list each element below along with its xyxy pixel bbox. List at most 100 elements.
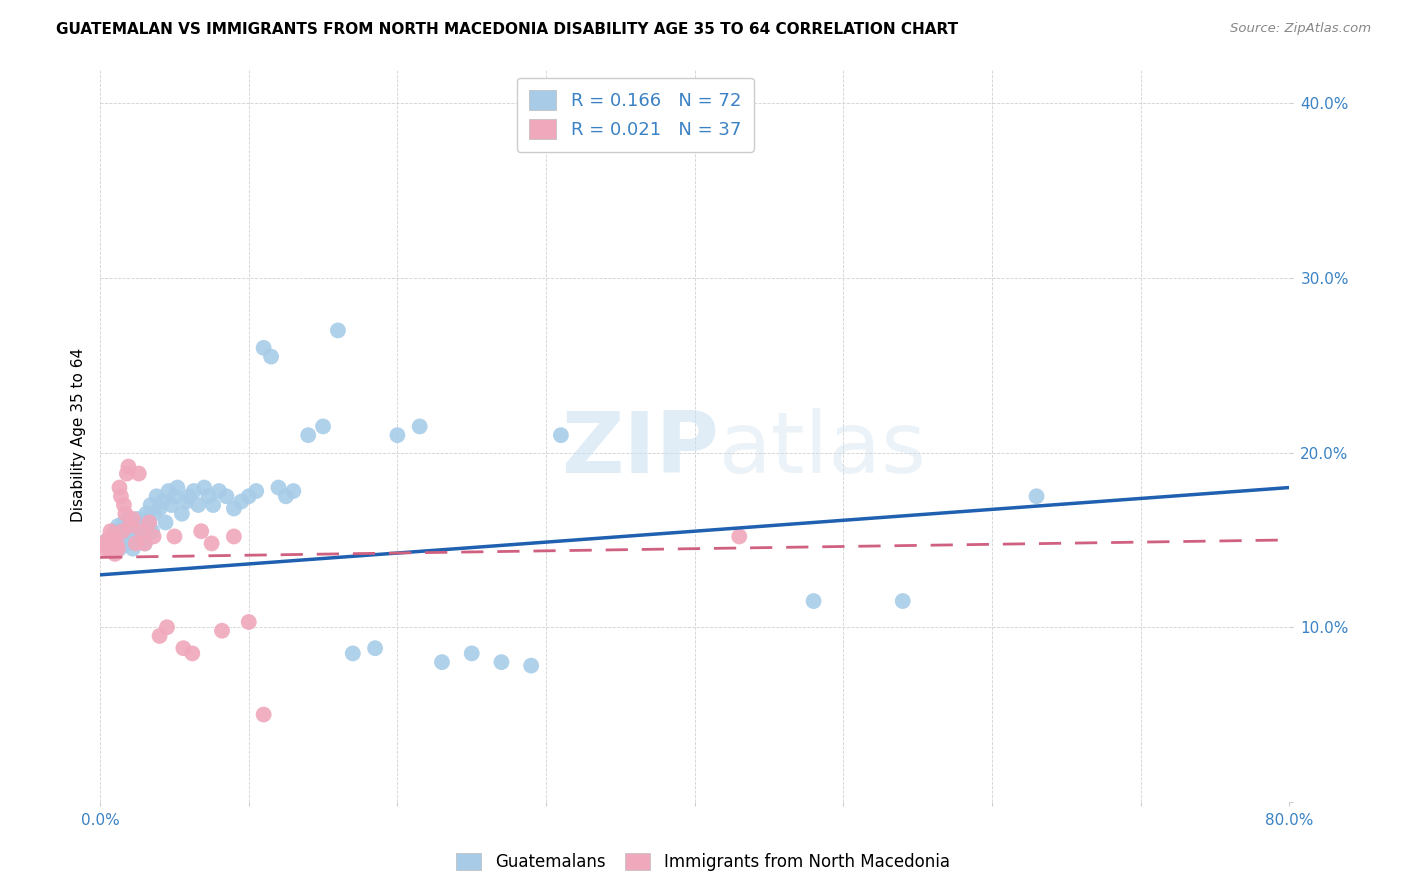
Text: ZIP: ZIP: [561, 409, 718, 491]
Point: [114, 507, 136, 521]
Point: [142, 507, 165, 521]
Point: [201, 536, 224, 550]
Point: [222, 501, 245, 516]
Point: [129, 519, 152, 533]
Point: [117, 512, 139, 526]
Point: [134, 536, 156, 550]
Point: [238, 489, 260, 503]
Point: [111, 533, 134, 547]
Point: [387, 428, 409, 442]
Point: [231, 494, 253, 508]
Point: [121, 541, 143, 556]
Point: [326, 323, 349, 337]
Point: [208, 483, 231, 498]
Point: [115, 467, 138, 481]
Point: [891, 594, 914, 608]
Legend: Guatemalans, Immigrants from North Macedonia: Guatemalans, Immigrants from North Maced…: [449, 845, 957, 880]
Point: [170, 507, 193, 521]
Point: [128, 467, 150, 481]
Point: [145, 489, 167, 503]
Point: [121, 512, 143, 526]
Point: [155, 516, 177, 530]
Point: [267, 481, 290, 495]
Point: [120, 519, 142, 533]
Point: [211, 624, 233, 638]
Point: [112, 498, 135, 512]
Point: [152, 494, 174, 508]
Point: [364, 641, 387, 656]
Point: [253, 341, 276, 355]
Point: [160, 498, 183, 512]
Point: [238, 615, 260, 629]
Point: [312, 419, 335, 434]
Point: [103, 529, 125, 543]
Point: [283, 483, 305, 498]
Point: [430, 655, 453, 669]
Point: [97, 533, 120, 547]
Point: [110, 524, 132, 539]
Point: [105, 536, 128, 550]
Point: [193, 481, 215, 495]
Point: [124, 524, 146, 539]
Point: [149, 501, 172, 516]
Point: [181, 647, 204, 661]
Legend: R = 0.166   N = 72, R = 0.021   N = 37: R = 0.166 N = 72, R = 0.021 N = 37: [516, 78, 754, 152]
Point: [94, 536, 117, 550]
Point: [190, 524, 212, 539]
Point: [125, 536, 148, 550]
Point: [461, 647, 484, 661]
Point: [520, 658, 543, 673]
Point: [183, 483, 205, 498]
Point: [149, 629, 172, 643]
Point: [297, 428, 319, 442]
Point: [138, 519, 160, 533]
Point: [163, 489, 186, 503]
Point: [215, 489, 238, 503]
Point: [274, 489, 297, 503]
Point: [118, 533, 141, 547]
Point: [342, 647, 364, 661]
Point: [108, 541, 131, 556]
Point: [118, 519, 141, 533]
Point: [108, 481, 131, 495]
Point: [157, 483, 180, 498]
Y-axis label: Disability Age 35 to 64: Disability Age 35 to 64: [72, 348, 86, 522]
Point: [100, 524, 122, 539]
Point: [132, 524, 155, 539]
Point: [187, 498, 209, 512]
Point: [166, 481, 188, 495]
Point: [142, 529, 165, 543]
Point: [222, 529, 245, 543]
Point: [100, 536, 122, 550]
Point: [197, 489, 219, 503]
Point: [1025, 489, 1047, 503]
Point: [125, 516, 148, 530]
Point: [98, 541, 121, 556]
Point: [141, 524, 163, 539]
Point: [101, 536, 124, 550]
Point: [156, 620, 179, 634]
Point: [127, 512, 149, 526]
Point: [104, 524, 127, 539]
Point: [134, 536, 156, 550]
Point: [728, 529, 751, 543]
Point: [260, 350, 283, 364]
Point: [550, 428, 572, 442]
Point: [110, 489, 132, 503]
Point: [245, 483, 267, 498]
Point: [112, 516, 135, 530]
Point: [107, 519, 129, 533]
Point: [131, 529, 153, 543]
Text: Source: ZipAtlas.com: Source: ZipAtlas.com: [1230, 22, 1371, 36]
Point: [111, 524, 134, 539]
Point: [136, 512, 159, 526]
Point: [114, 524, 136, 539]
Point: [176, 494, 198, 508]
Point: [803, 594, 825, 608]
Point: [138, 516, 160, 530]
Point: [163, 529, 186, 543]
Point: [409, 419, 432, 434]
Text: atlas: atlas: [718, 409, 927, 491]
Point: [135, 507, 157, 521]
Point: [491, 655, 513, 669]
